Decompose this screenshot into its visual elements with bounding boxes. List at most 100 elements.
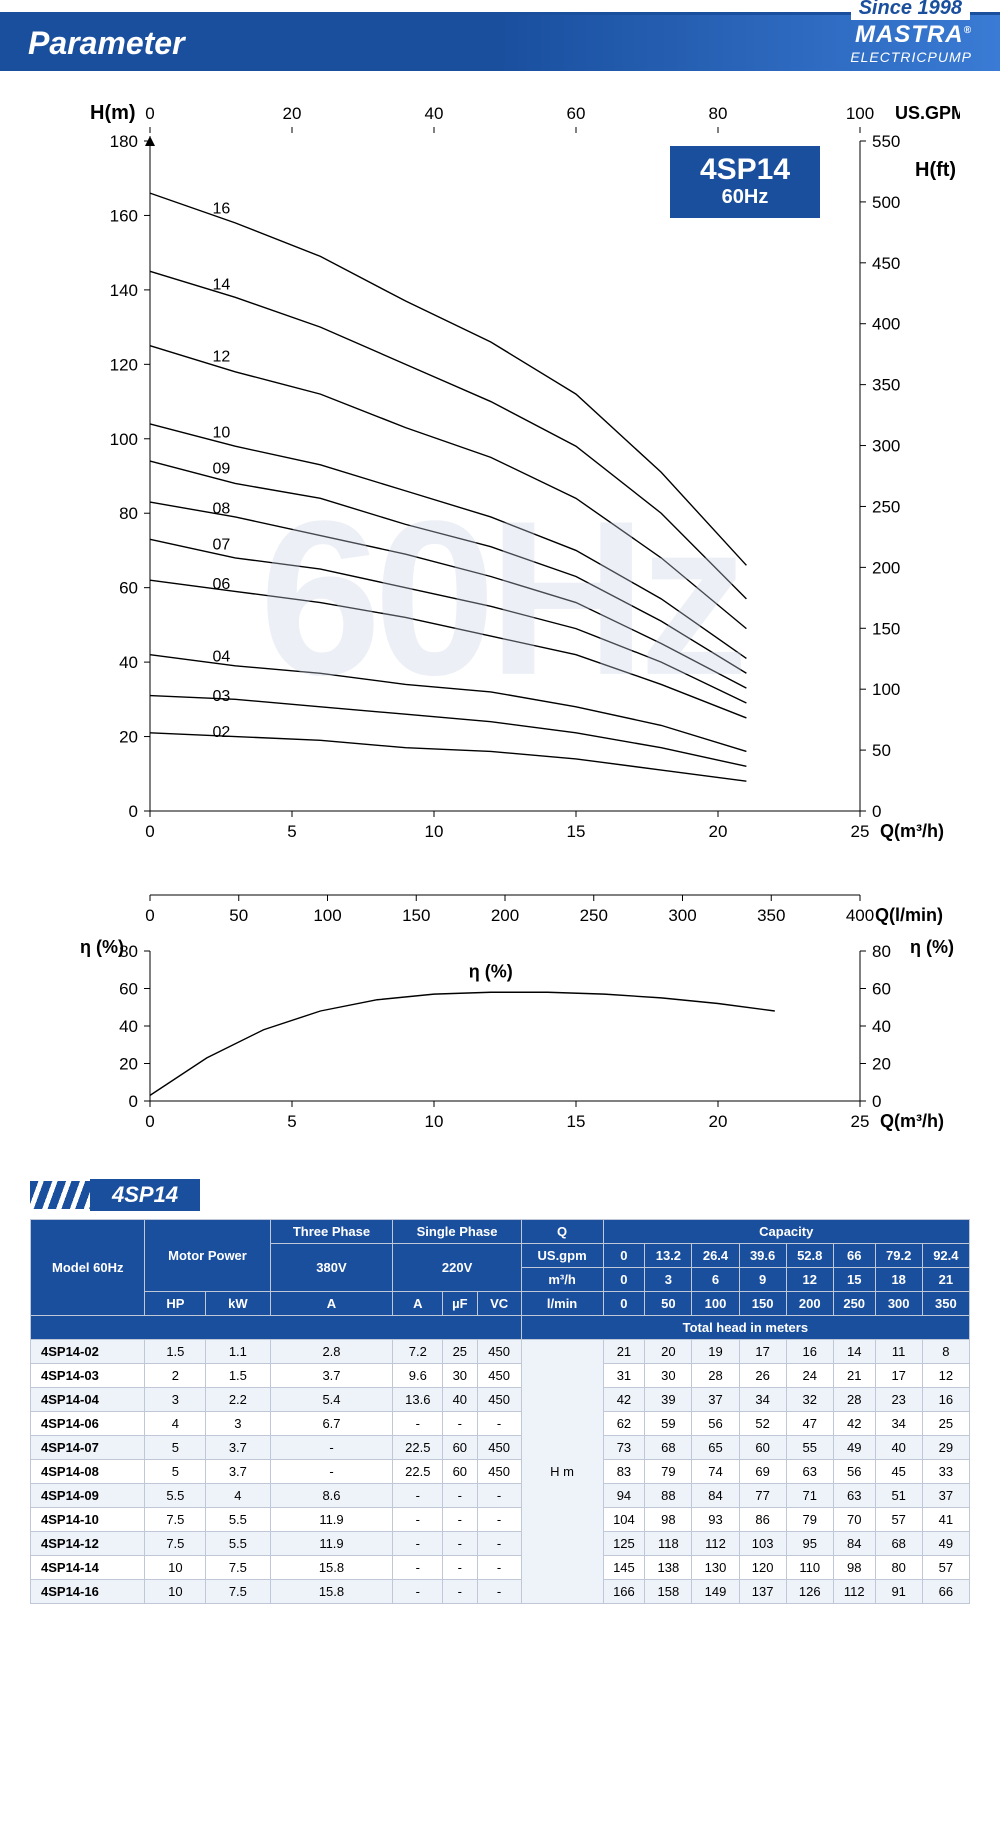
- svg-text:10: 10: [425, 1112, 444, 1131]
- svg-text:150: 150: [872, 619, 900, 638]
- svg-text:η (%): η (%): [80, 937, 124, 957]
- svg-text:60: 60: [119, 579, 138, 598]
- brand-sub: ELECTRICPUMP: [850, 49, 972, 65]
- svg-text:350: 350: [757, 906, 785, 925]
- svg-text:40: 40: [872, 1017, 891, 1036]
- svg-text:100: 100: [313, 906, 341, 925]
- svg-text:40: 40: [119, 1017, 138, 1036]
- col-q: Q: [521, 1220, 603, 1244]
- svg-text:0: 0: [872, 802, 881, 821]
- svg-text:200: 200: [872, 558, 900, 577]
- table-title-bar: 4SP14: [30, 1179, 970, 1211]
- svg-text:03: 03: [212, 688, 230, 705]
- svg-text:20: 20: [872, 1055, 891, 1074]
- svg-text:40: 40: [119, 653, 138, 672]
- svg-text:20: 20: [283, 104, 302, 123]
- svg-text:50: 50: [229, 906, 248, 925]
- svg-text:4SP14: 4SP14: [700, 153, 790, 186]
- spec-table: Model 60Hz Motor Power Three Phase Singl…: [30, 1219, 970, 1604]
- performance-chart: 020406080100US.GPM0510152025Q(m³/h)02040…: [40, 91, 960, 871]
- table-row: 4SP14-06436.7---6259565247423425: [31, 1412, 970, 1436]
- svg-text:550: 550: [872, 132, 900, 151]
- svg-text:450: 450: [872, 254, 900, 273]
- svg-text:15: 15: [567, 822, 586, 841]
- svg-text:02: 02: [212, 724, 230, 741]
- svg-text:09: 09: [212, 461, 230, 478]
- top-rule: Since 1998: [0, 12, 1000, 15]
- svg-text:5: 5: [287, 1112, 296, 1131]
- col-model: Model 60Hz: [31, 1220, 145, 1316]
- svg-text:80: 80: [119, 504, 138, 523]
- svg-text:140: 140: [110, 281, 138, 300]
- table-row: 4SP14-021.51.12.87.225450H m212019171614…: [31, 1340, 970, 1364]
- svg-text:04: 04: [212, 648, 230, 665]
- svg-text:50: 50: [872, 741, 891, 760]
- svg-text:20: 20: [709, 822, 728, 841]
- svg-text:250: 250: [580, 906, 608, 925]
- svg-text:60: 60: [119, 980, 138, 999]
- svg-text:40: 40: [425, 104, 444, 123]
- svg-text:η (%): η (%): [469, 961, 513, 981]
- header-bar: Parameter MASTRA® ELECTRICPUMP: [0, 15, 1000, 71]
- table-row: 4SP14-14107.515.8---14513813012011098805…: [31, 1556, 970, 1580]
- col-capacity: Capacity: [603, 1220, 970, 1244]
- svg-text:Q(m³/h): Q(m³/h): [880, 1111, 944, 1131]
- svg-text:η (%): η (%): [910, 937, 954, 957]
- col-motor: Motor Power: [145, 1220, 270, 1292]
- svg-text:0: 0: [129, 802, 138, 821]
- svg-text:25: 25: [851, 822, 870, 841]
- svg-text:160: 160: [110, 206, 138, 225]
- stripes-icon: [30, 1181, 90, 1209]
- efficiency-chart: 0020204040606080800510152025η (%)η (%)Q(…: [40, 931, 960, 1151]
- svg-text:350: 350: [872, 376, 900, 395]
- svg-text:100: 100: [110, 430, 138, 449]
- svg-text:0: 0: [145, 906, 154, 925]
- svg-text:0: 0: [872, 1092, 881, 1111]
- svg-text:08: 08: [212, 500, 230, 517]
- svg-text:200: 200: [491, 906, 519, 925]
- svg-text:60Hz: 60Hz: [722, 186, 769, 208]
- svg-text:12: 12: [212, 349, 230, 366]
- svg-text:0: 0: [145, 1112, 154, 1131]
- table-row: 4SP14-0753.7-22.5604507368656055494029: [31, 1436, 970, 1460]
- svg-text:5: 5: [287, 822, 296, 841]
- svg-text:300: 300: [668, 906, 696, 925]
- svg-text:15: 15: [567, 1112, 586, 1131]
- svg-text:0: 0: [145, 104, 154, 123]
- svg-text:10: 10: [212, 425, 230, 442]
- brand-block: MASTRA® ELECTRICPUMP: [850, 21, 972, 65]
- svg-text:20: 20: [709, 1112, 728, 1131]
- table-row: 4SP14-0432.25.413.6404504239373432282316: [31, 1388, 970, 1412]
- registered-icon: ®: [964, 25, 972, 36]
- svg-text:06: 06: [212, 576, 230, 593]
- svg-text:80: 80: [709, 104, 728, 123]
- svg-text:H(ft): H(ft): [915, 159, 956, 181]
- svg-text:60: 60: [872, 980, 891, 999]
- svg-text:0: 0: [145, 822, 154, 841]
- svg-text:20: 20: [119, 1055, 138, 1074]
- svg-text:150: 150: [402, 906, 430, 925]
- table-row: 4SP14-0853.7-22.5604508379746963564533: [31, 1460, 970, 1484]
- since-label: Since 1998: [851, 0, 970, 20]
- svg-text:400: 400: [872, 315, 900, 334]
- svg-text:400: 400: [846, 906, 874, 925]
- brand-logo: MASTRA: [855, 21, 964, 48]
- chart-container: 60Hz 020406080100US.GPM0510152025Q(m³/h)…: [0, 71, 1000, 1151]
- svg-text:Q(l/min): Q(l/min): [875, 905, 943, 925]
- table-row: 4SP14-095.548.6---9488847771635137: [31, 1484, 970, 1508]
- svg-text:10: 10: [425, 822, 444, 841]
- svg-text:20: 20: [119, 728, 138, 747]
- table-row: 4SP14-0321.53.79.6304503130282624211712: [31, 1364, 970, 1388]
- svg-text:100: 100: [846, 104, 874, 123]
- svg-text:US.GPM: US.GPM: [895, 103, 960, 123]
- svg-text:180: 180: [110, 132, 138, 151]
- svg-text:500: 500: [872, 193, 900, 212]
- table-row: 4SP14-16107.515.8---16615814913712611291…: [31, 1580, 970, 1604]
- svg-text:300: 300: [872, 437, 900, 456]
- svg-text:120: 120: [110, 355, 138, 374]
- page-title: Parameter: [28, 25, 185, 62]
- svg-text:16: 16: [212, 201, 230, 218]
- svg-text:07: 07: [212, 536, 230, 553]
- col-1phase: Single Phase: [393, 1220, 521, 1244]
- svg-text:H(m): H(m): [90, 102, 136, 124]
